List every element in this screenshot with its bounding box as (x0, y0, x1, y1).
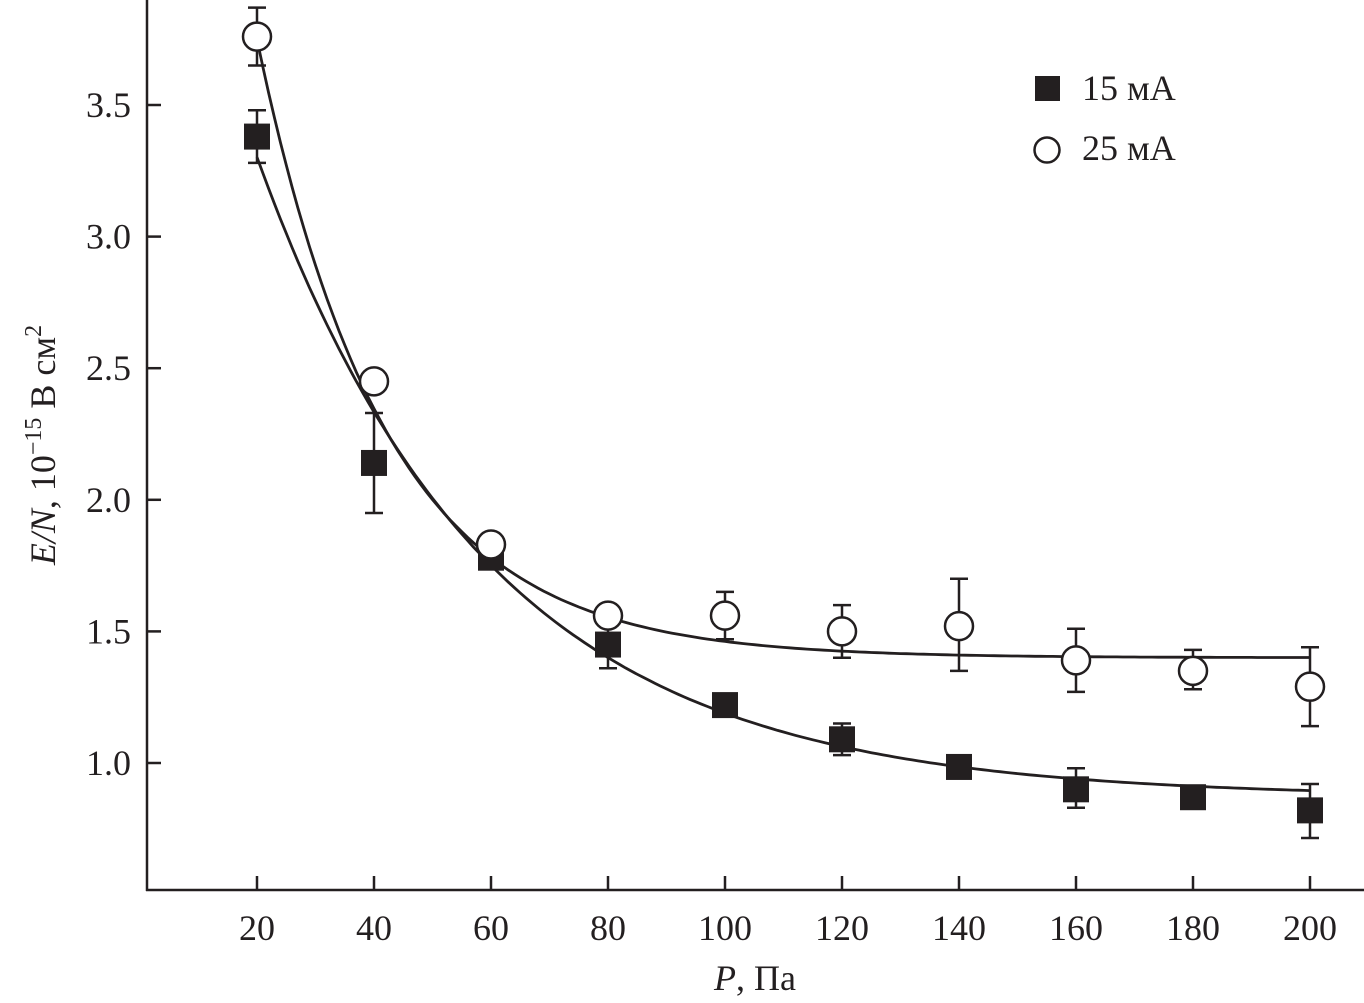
legend-marker-25ma (1033, 136, 1061, 164)
x-tick-label: 60 (473, 908, 509, 948)
data-point-square (946, 753, 972, 780)
data-point-square (1297, 797, 1323, 824)
data-point-circle (241, 21, 273, 52)
y-tick-label: 1.5 (86, 611, 131, 651)
data-point-circle (709, 600, 741, 631)
x-tick-label: 120 (815, 908, 869, 948)
y-tick-label: 2.0 (86, 480, 131, 520)
legend-label-15ma: 15 мА (1082, 68, 1176, 108)
data-point-square (712, 692, 738, 719)
y-axis-label: E/N, 10−15 В см2 (21, 325, 63, 566)
x-axis-label: P, Па (713, 958, 796, 998)
legend-marker-15ma (1035, 76, 1060, 101)
data-point-circle (1060, 645, 1092, 676)
fit-curves (255, 39, 1311, 792)
x-tick-label: 20 (239, 908, 275, 948)
y-tick-label: 3.5 (86, 85, 131, 125)
axes: 20 40 60 80 100 120 140 160 180 200 1.0 1.5 2.0 2.5 3.… (86, 0, 1364, 948)
data-point-square (1063, 776, 1089, 803)
data-point-square (595, 631, 621, 658)
fit-curve-1 (255, 39, 1310, 659)
data-point-circle (475, 529, 507, 560)
y-tick-label: 3.0 (86, 217, 131, 257)
x-tick-label: 180 (1166, 908, 1220, 948)
data-marks (241, 6, 1326, 840)
x-tick-label: 40 (356, 908, 392, 948)
data-point-circle (826, 616, 858, 647)
series-1 (241, 6, 1326, 728)
data-point-circle (358, 366, 390, 397)
data-point-circle (1294, 671, 1326, 702)
x-tick-label: 80 (590, 908, 626, 948)
data-point-square (1180, 784, 1206, 811)
series-0 (244, 109, 1323, 840)
data-point-square (244, 123, 270, 150)
x-tick-label: 160 (1049, 908, 1103, 948)
y-tick-label: 2.5 (86, 348, 131, 388)
legend: 15 мА 25 мА (1033, 68, 1176, 168)
data-point-circle (592, 600, 624, 631)
x-tick-label: 100 (698, 908, 752, 948)
data-point-square (361, 449, 387, 476)
data-point-circle (1177, 655, 1209, 687)
data-point-square (829, 726, 855, 753)
data-point-circle (943, 610, 975, 642)
legend-label-25ma: 25 мА (1082, 128, 1176, 168)
fit-curve-0 (255, 156, 1311, 792)
x-tick-label: 140 (932, 908, 986, 948)
x-tick-label: 200 (1283, 908, 1337, 948)
y-tick-label: 1.0 (86, 743, 131, 783)
